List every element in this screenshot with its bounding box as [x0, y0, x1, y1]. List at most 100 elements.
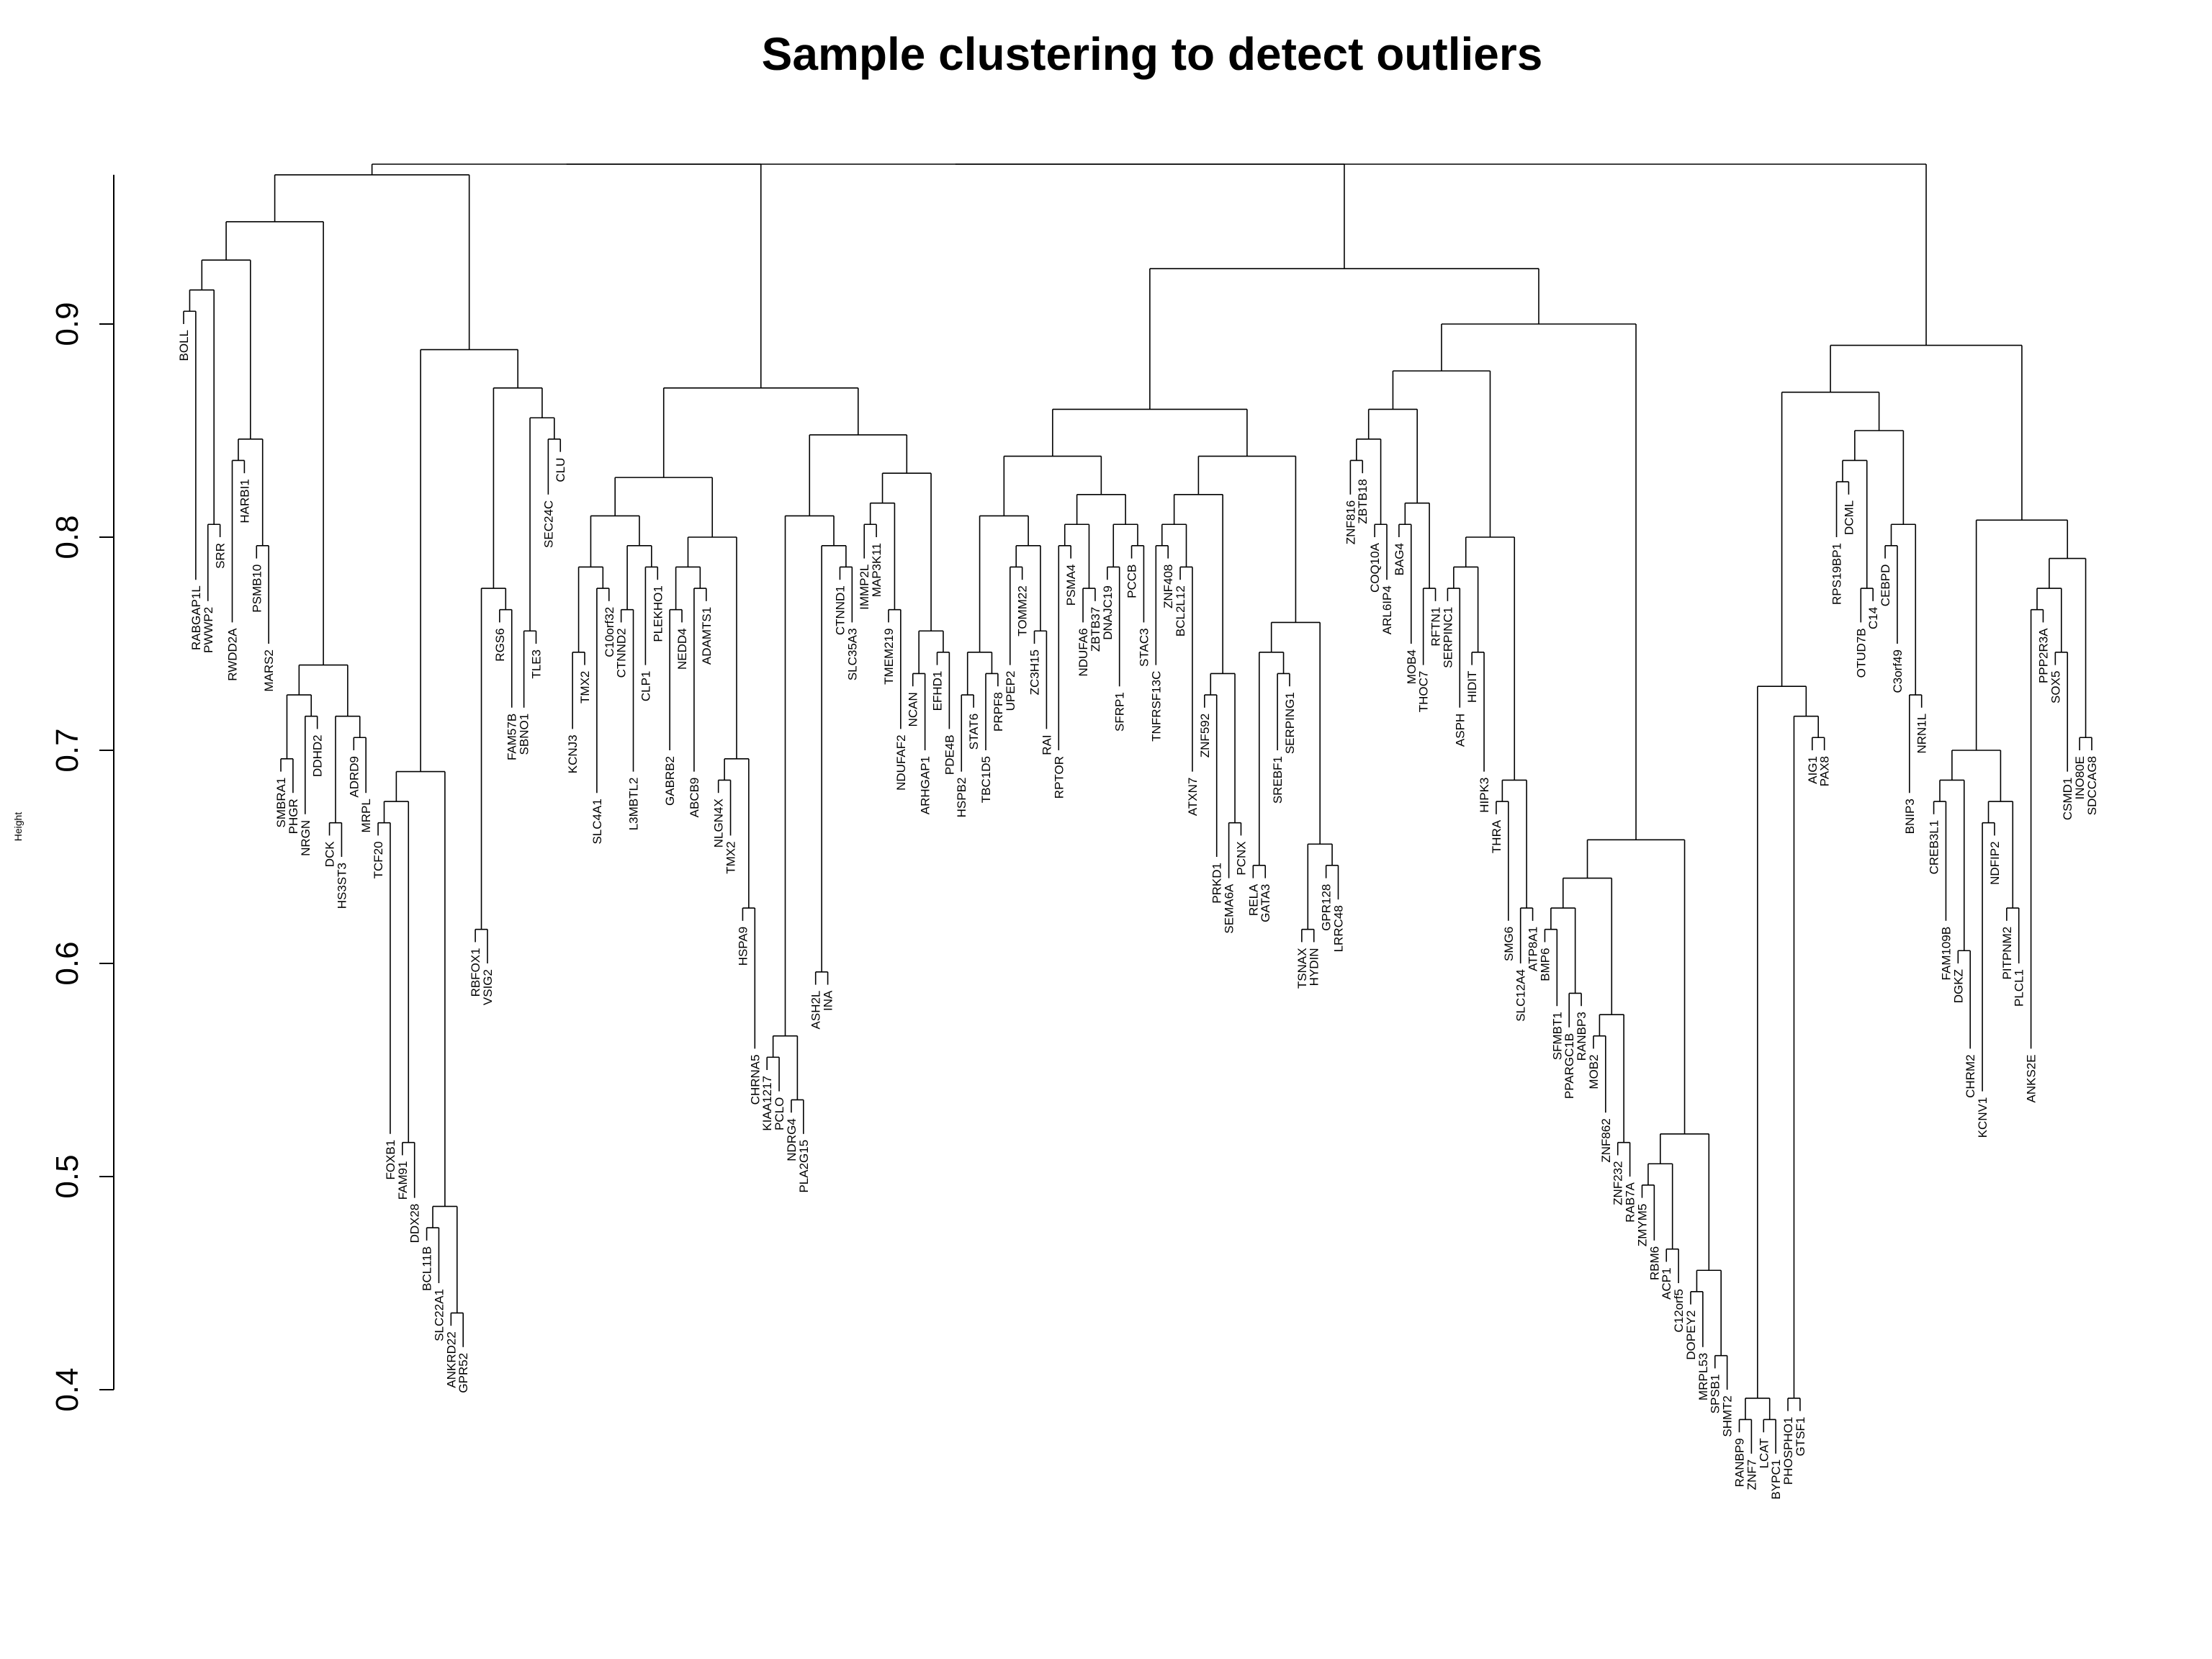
- leaf-label: HS3ST3: [335, 863, 349, 909]
- leaf-label: FOXB1: [384, 1140, 397, 1180]
- leaf-label: SEC24C: [541, 500, 555, 548]
- leaf-label: BCL11B: [421, 1246, 434, 1291]
- leaf-label: EFHD1: [930, 671, 944, 711]
- leaf-label: GPR128: [1320, 884, 1334, 931]
- leaf-label: NRN1L: [1915, 714, 1929, 754]
- leaf-label: MAP3K11: [870, 543, 884, 597]
- leaf-label: RWDD2A: [226, 628, 240, 681]
- leaf-label: ASH2L: [809, 991, 823, 1030]
- leaf-label: DCML: [1842, 500, 1856, 535]
- leaf-label: SLC35A3: [845, 628, 859, 680]
- leaf-label: RAB7A: [1624, 1182, 1637, 1222]
- leaf-label: SBNO1: [518, 714, 531, 755]
- leaf-label: MRPL53: [1696, 1353, 1710, 1401]
- leaf-label: INA: [822, 990, 835, 1011]
- leaf-label: LCAT: [1757, 1438, 1771, 1468]
- leaf-label: VSIG2: [481, 969, 495, 1005]
- leaf-label: BCL2L12: [1174, 585, 1187, 637]
- y-tick-label: 0.9: [50, 302, 85, 346]
- leaf-label: GABRB2: [663, 756, 677, 806]
- leaf-label: KIAA1217: [760, 1076, 774, 1131]
- leaf-label: ANKRD22: [444, 1331, 458, 1388]
- leaf-label: INO80E: [2073, 756, 2087, 799]
- leaf-label: PSMB10: [250, 565, 264, 613]
- leaf-label: SERPING1: [1283, 692, 1297, 754]
- leaf-label: TOMM22: [1016, 585, 1030, 637]
- leaf-label: GPR52: [457, 1353, 470, 1393]
- leaf-label: NEDD4: [675, 628, 689, 670]
- leaf-label: SOX5: [2049, 671, 2062, 703]
- leaf-label: HARBI1: [238, 479, 251, 523]
- leaf-label: RAI: [1040, 734, 1053, 755]
- y-tick-label: 0.7: [50, 728, 85, 772]
- leaf-label: PCLO: [773, 1097, 786, 1130]
- leaf-label: SDCCAG8: [2085, 756, 2099, 815]
- leaf-label: ASPH: [1453, 714, 1467, 747]
- leaf-label: ADAMTS1: [700, 607, 714, 665]
- leaf-label: NRGN: [299, 820, 313, 856]
- leaf-label: DNAJC19: [1101, 585, 1115, 640]
- leaf-label: FAM57B: [505, 714, 519, 760]
- leaf-label: ZNF7: [1745, 1460, 1758, 1491]
- leaf-label: DDHD2: [311, 734, 325, 777]
- leaf-label: PPARGC1B: [1563, 1033, 1576, 1099]
- leaf-label: RFTN1: [1429, 607, 1443, 647]
- leaf-label: KCNJ3: [566, 734, 580, 773]
- leaf-label: SMG6: [1502, 927, 1516, 961]
- leaf-label: C3orf49: [1891, 649, 1905, 693]
- leaf-label: STAT6: [967, 714, 981, 750]
- leaf-label: C14: [1866, 607, 1880, 629]
- leaf-label: BAG4: [1393, 543, 1406, 575]
- leaf-label: COQ10A: [1368, 542, 1382, 593]
- leaf-label: ATP8A1: [1527, 927, 1540, 971]
- leaf-label: HSPB2: [955, 778, 968, 818]
- chart-title: Sample clustering to detect outliers: [761, 28, 1543, 80]
- leaf-label: CLP1: [639, 671, 652, 702]
- leaf-label: PHOSPHO1: [1781, 1417, 1795, 1485]
- leaf-label: RANBP3: [1575, 1012, 1588, 1061]
- leaf-label: AIG1: [1806, 756, 1820, 784]
- leaf-label: CTNND1: [833, 585, 847, 635]
- leaf-label: ADRD9: [347, 756, 361, 798]
- leaf-label: SREBF1: [1271, 756, 1285, 804]
- leaf-label: C12orf5: [1672, 1289, 1686, 1332]
- leaf-label: ZBTB37: [1089, 607, 1102, 652]
- leaf-label: HIPK3: [1478, 778, 1491, 813]
- leaf-label: RPS19BP1: [1830, 543, 1844, 605]
- leaf-label: TMX2: [578, 671, 592, 703]
- leaf-label: NCAN: [907, 692, 920, 727]
- leaf-label: ATXN7: [1186, 778, 1200, 817]
- leaf-label: SEMA6A: [1223, 884, 1236, 934]
- leaf-label: BNIP3: [1903, 799, 1917, 834]
- leaf-label: NDUFAF2: [894, 734, 908, 790]
- leaf-label: PSMA4: [1064, 565, 1078, 606]
- leaf-label: SLC4A1: [590, 799, 604, 844]
- leaf-label: CHRM2: [1964, 1054, 1977, 1097]
- leaf-label: BMP6: [1538, 948, 1552, 981]
- leaf-label: ARHGAP1: [919, 756, 932, 814]
- leaf-label: HSPA9: [736, 927, 750, 966]
- leaf-label: SMBRA1: [274, 778, 288, 828]
- leaf-label: KCNV1: [1976, 1097, 1990, 1138]
- y-axis: 0.4 0.5 0.6 0.7 0.8 0.9: [50, 174, 114, 1412]
- leaf-label: CREB3L1: [1928, 820, 1941, 875]
- leaf-label: MOB4: [1405, 649, 1419, 684]
- leaf-label: DDX28: [408, 1204, 422, 1244]
- leaf-label: GTSF1: [1794, 1417, 1807, 1457]
- leaf-label: PCNX: [1234, 841, 1248, 875]
- leaf-label: MARS2: [262, 649, 276, 692]
- leaf-label: RBM6: [1647, 1246, 1661, 1280]
- leaf-label: PITPNM2: [2000, 927, 2014, 980]
- leaf-label: RABGAP1L: [189, 585, 203, 650]
- leaf-label: CLU: [554, 458, 567, 482]
- y-tick-label: 0.5: [50, 1154, 85, 1198]
- leaf-label: PRPF8: [992, 692, 1005, 732]
- leaf-label: MOB2: [1587, 1054, 1601, 1089]
- leaf-label: SHMT2: [1721, 1395, 1735, 1437]
- leaf-label: ABCB9: [688, 778, 701, 818]
- leaf-label: TMX2: [724, 841, 738, 873]
- leaf-label: SRR: [214, 543, 228, 569]
- leaf-label: PDE4B: [943, 734, 956, 775]
- leaf-label: BYPC1: [1769, 1460, 1783, 1500]
- leaf-label: THRA: [1490, 819, 1503, 853]
